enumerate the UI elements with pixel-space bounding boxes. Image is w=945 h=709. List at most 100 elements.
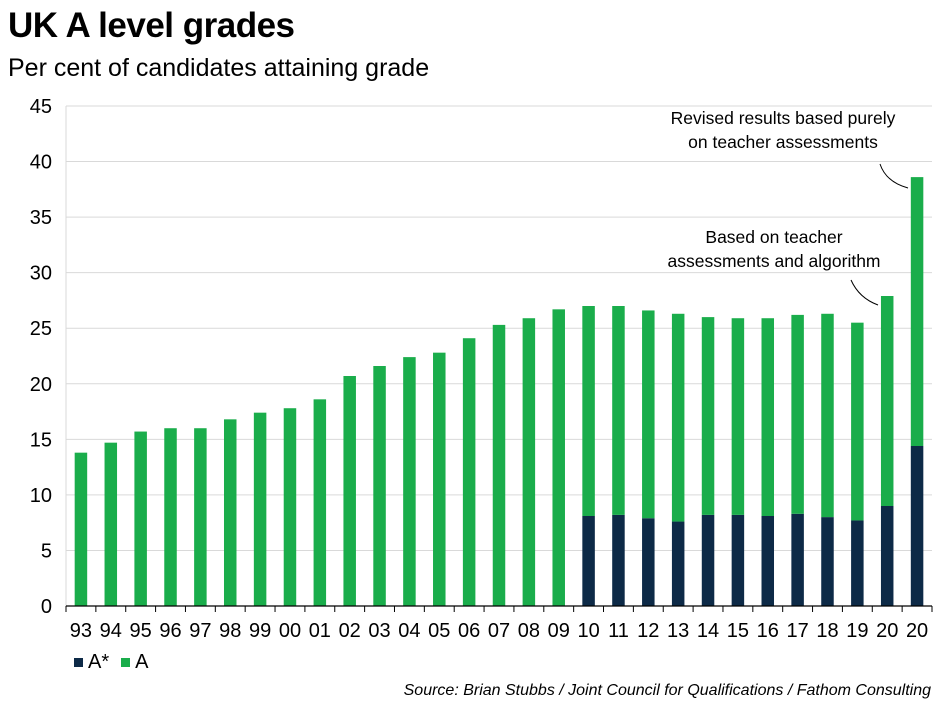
y-tick-label: 15 [30, 429, 52, 451]
x-tick-label: 08 [518, 620, 540, 642]
bar-a [761, 318, 775, 516]
x-tick-label: 12 [637, 620, 659, 642]
bar-a-star [671, 521, 685, 606]
x-tick-label: 95 [130, 620, 152, 642]
annotation-text: assessments and algorithm [667, 251, 880, 271]
bar-a-star [910, 446, 924, 606]
bar-a [731, 318, 745, 515]
x-tick-label: 20 [876, 620, 898, 642]
bar-a [253, 412, 267, 606]
x-tick-label: 16 [757, 620, 779, 642]
x-tick-label: 07 [488, 620, 510, 642]
bar-a-star [701, 514, 715, 606]
bar-a-star [851, 520, 864, 606]
x-tick-label: 20 [906, 620, 928, 642]
annotation-text: Revised results based purely [671, 108, 896, 128]
y-tick-label: 25 [30, 318, 52, 340]
bar-a [194, 428, 207, 606]
x-tick-label: 94 [100, 620, 122, 642]
bar-a [612, 306, 625, 515]
x-tick-label: 06 [458, 620, 480, 642]
bar-a-star [791, 513, 804, 606]
annotation-leader-line [879, 163, 909, 189]
x-tick-label: 01 [309, 620, 331, 642]
x-tick-label: 00 [279, 620, 301, 642]
x-tick-label: 14 [697, 620, 719, 642]
bar-a [492, 324, 506, 606]
bar-a-star [612, 514, 625, 606]
legend-item-a: A [121, 651, 148, 674]
bar-a [582, 306, 595, 516]
bar-a [373, 366, 386, 606]
x-tick-label: 19 [846, 620, 868, 642]
x-tick-label: 05 [428, 620, 450, 642]
bar-a [552, 309, 565, 606]
annotations: Revised results based purely on teacher a… [667, 108, 909, 306]
annotation-leader-line [850, 279, 879, 306]
x-tick-label: 15 [727, 620, 749, 642]
legend-label-a-star: A* [88, 651, 110, 673]
legend-item-a-star: A* [74, 651, 109, 674]
chart-legend: A* A [74, 651, 160, 674]
y-tick-label: 45 [30, 96, 52, 118]
x-tick-label: 03 [368, 620, 390, 642]
bar-a [701, 317, 715, 515]
y-tick-label: 10 [30, 485, 52, 507]
x-tick-label: 13 [667, 620, 689, 642]
x-tick-label: 96 [159, 620, 181, 642]
bar-a [403, 357, 416, 606]
bar-a-star [761, 516, 775, 606]
bar-a [164, 428, 177, 606]
y-tick-label: 0 [41, 596, 52, 618]
legend-swatch-a [121, 658, 131, 667]
bar-a [880, 296, 894, 506]
x-tick-label: 18 [816, 620, 838, 642]
bar-a-star [731, 514, 745, 606]
bar-a [343, 376, 356, 606]
bar-a [851, 322, 864, 521]
x-tick-label: 09 [548, 620, 570, 642]
bar-a-star [582, 516, 595, 606]
x-axis-ticks: 93 94 95 96 97 98 99 00 01 02 03 04 05 06 07 08 09 10 11 12… [70, 620, 928, 642]
y-tick-label: 40 [30, 152, 52, 174]
bar-a [134, 431, 147, 606]
y-tick-label: 5 [41, 540, 52, 562]
bar-a [283, 408, 297, 606]
x-tick-label: 99 [249, 620, 271, 642]
x-tick-label: 93 [70, 620, 92, 642]
bar-a [671, 313, 685, 522]
bar-a [74, 452, 88, 606]
bar-a [791, 314, 804, 514]
legend-label-a: A [135, 651, 149, 673]
annotation-text: on teacher assessments [688, 132, 878, 152]
bar-a [522, 318, 536, 606]
bar-a-star [880, 506, 894, 606]
legend-swatch-a-star [74, 658, 83, 667]
y-tick-label: 30 [30, 263, 52, 285]
y-tick-label: 35 [30, 207, 52, 229]
bar-a [642, 310, 655, 519]
x-tick-label: 17 [786, 620, 808, 642]
x-tick-label: 02 [339, 620, 361, 642]
x-tick-label: 11 [608, 620, 629, 642]
y-tick-label: 20 [30, 374, 52, 396]
bar-a [223, 419, 237, 606]
x-tick-label: 04 [398, 620, 420, 642]
bar-a [910, 177, 924, 446]
bar-a [104, 442, 118, 606]
y-axis-ticks: 0 5 10 15 20 25 30 35 40 45 [30, 96, 52, 618]
bar-a [821, 313, 834, 518]
chart-subtitle: Per cent of candidates attaining grade [8, 54, 430, 82]
x-tick-label: 98 [219, 620, 241, 642]
x-tick-label: 97 [189, 620, 211, 642]
bars [74, 177, 924, 606]
bar-a-star [642, 518, 655, 606]
bar-a-star [821, 517, 834, 606]
chart-title: UK A level grades [8, 6, 295, 45]
source-note: Source: Brian Stubbs / Joint Council for… [403, 682, 931, 699]
x-tick-label: 10 [577, 620, 599, 642]
annotation-text: Based on teacher [705, 227, 842, 247]
bar-a [313, 399, 327, 606]
x-axis [65, 605, 933, 612]
